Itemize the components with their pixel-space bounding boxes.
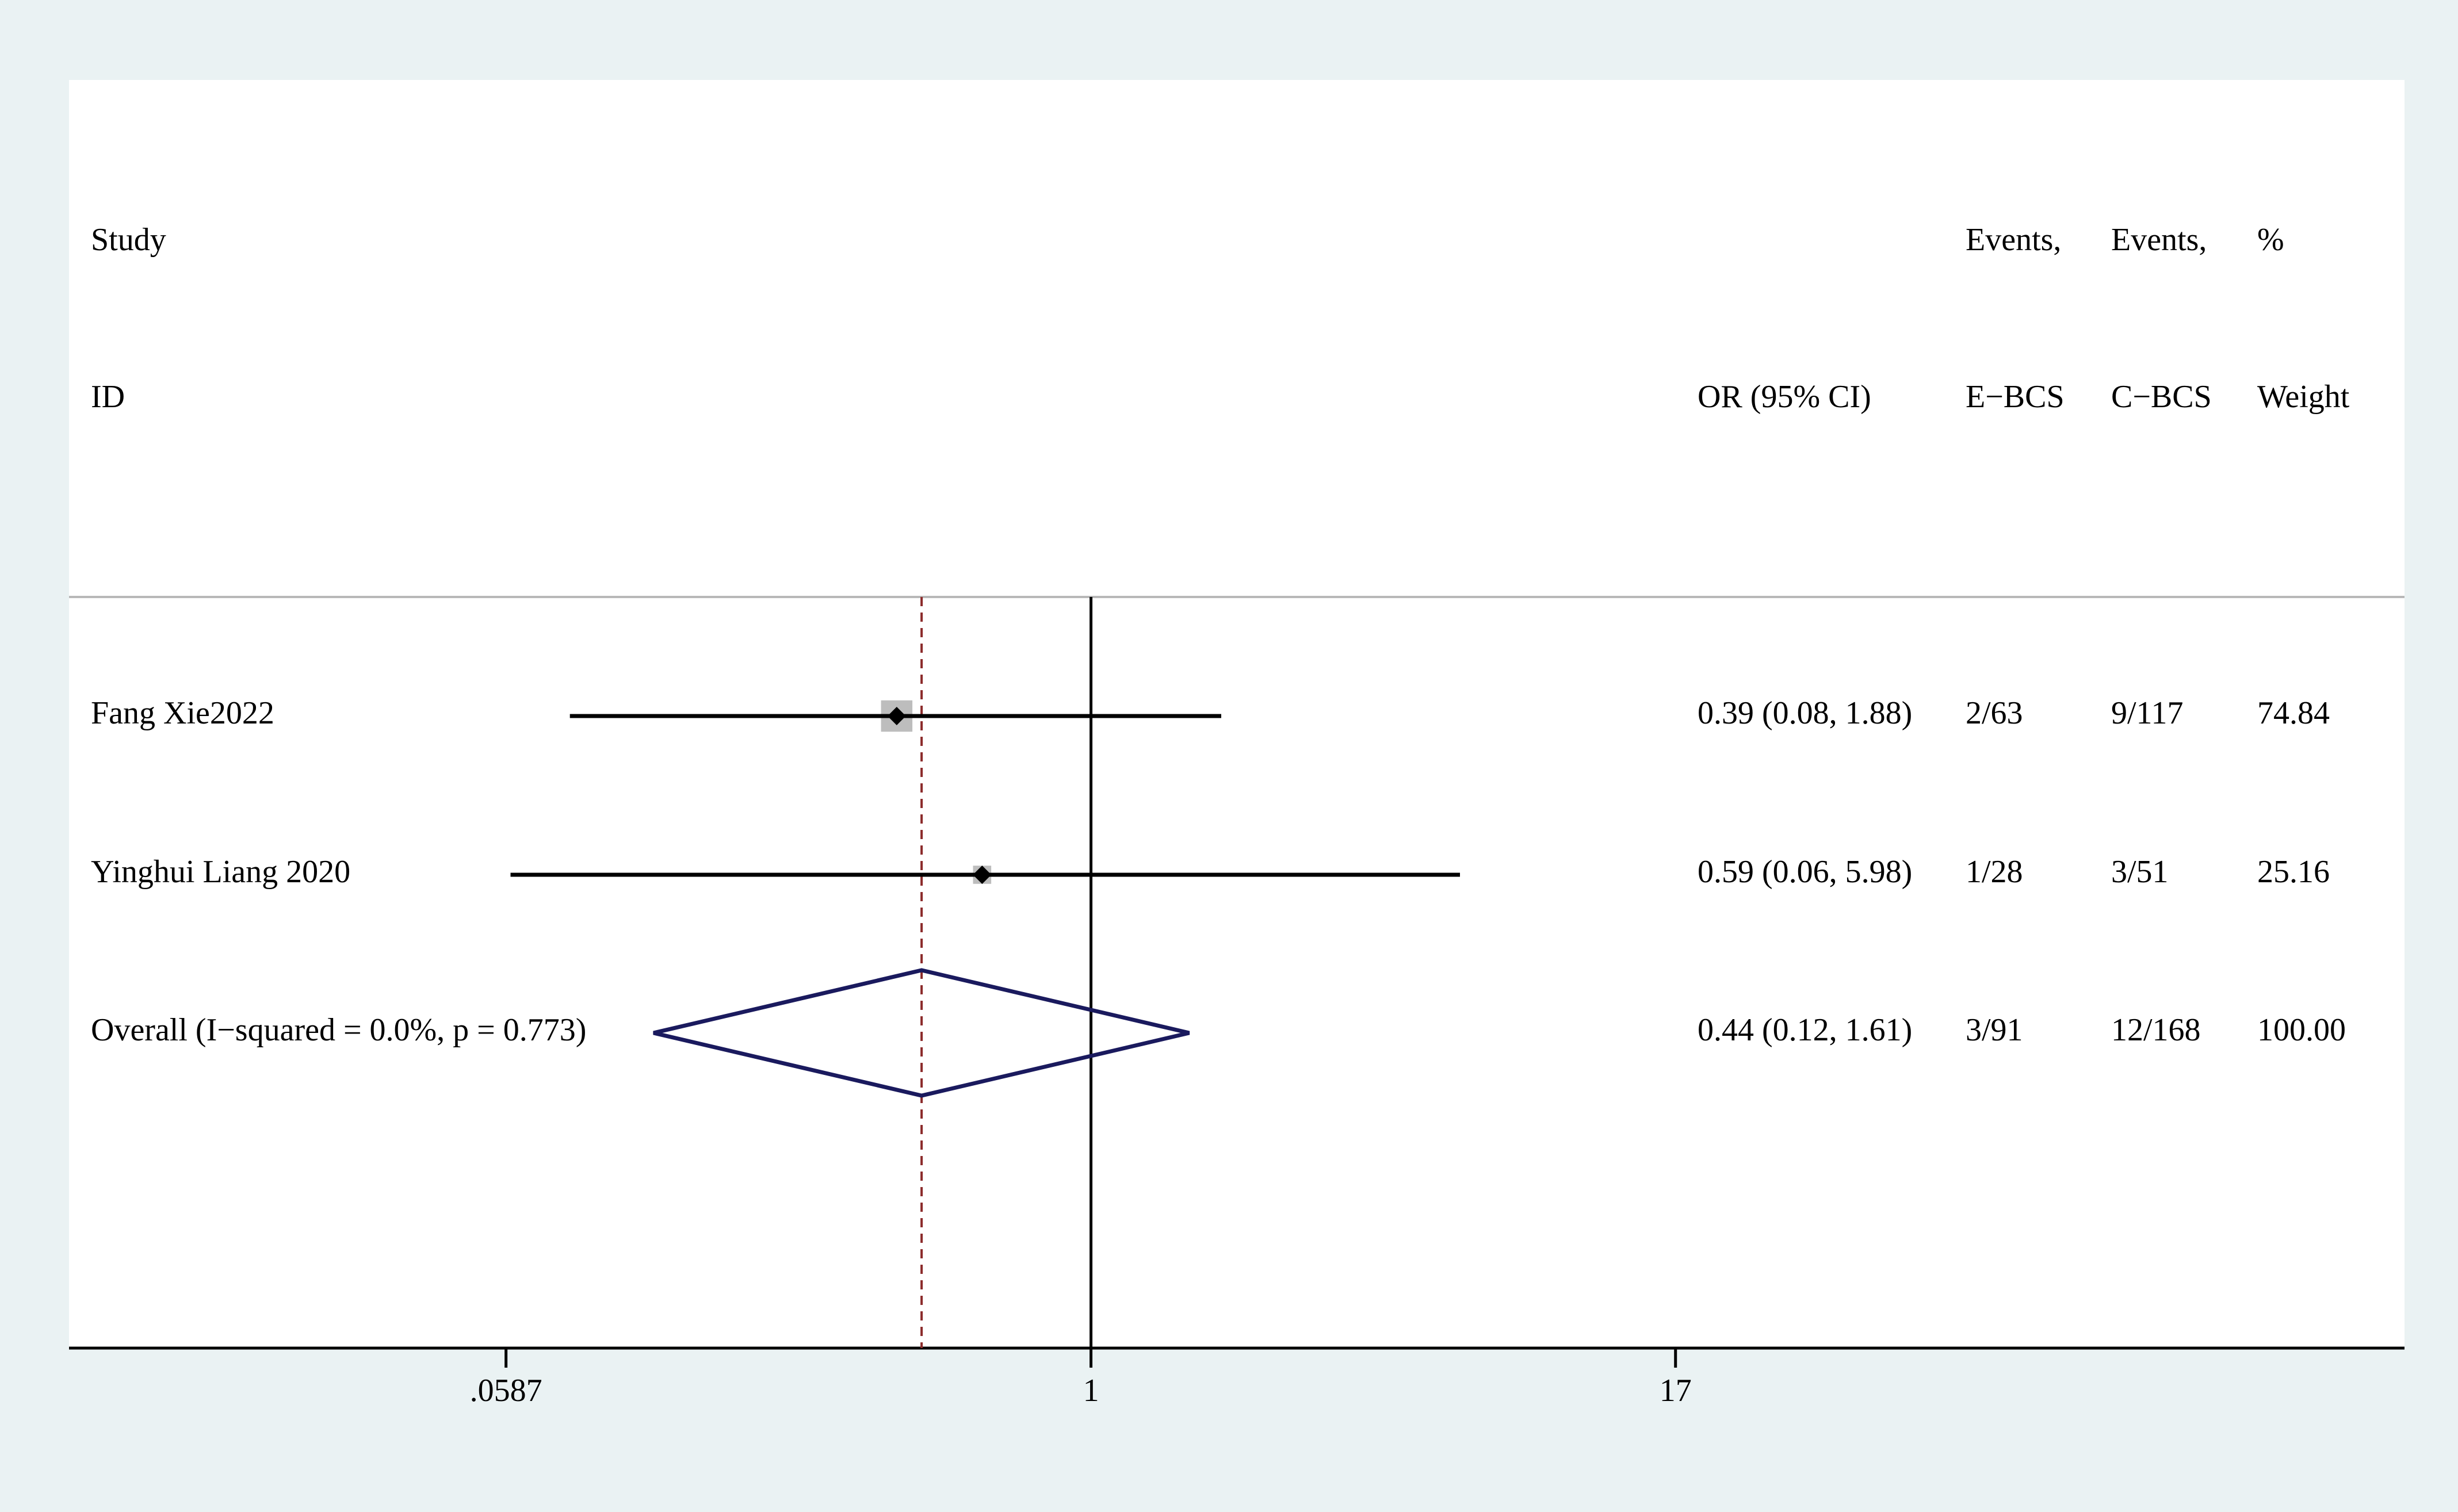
events-c: 3/51 <box>2111 854 2169 890</box>
column-header: Weight <box>2257 379 2350 415</box>
study-label: Fang Xie2022 <box>91 695 274 731</box>
column-header: Events, <box>1966 222 2061 258</box>
weight-label: 100.00 <box>2257 1012 2346 1048</box>
column-header: Events, <box>2111 222 2207 258</box>
events-c: 9/117 <box>2111 695 2183 731</box>
events-e: 2/63 <box>1966 695 2023 731</box>
column-header: OR (95% CI) <box>1698 379 1871 415</box>
events-e: 3/91 <box>1966 1012 2023 1048</box>
events-e: 1/28 <box>1966 854 2023 890</box>
point-estimate <box>887 707 906 725</box>
weight-label: 74.84 <box>2257 695 2330 731</box>
column-header: C−BCS <box>2111 379 2212 415</box>
study-label: Yinghui Liang 2020 <box>91 854 350 890</box>
overall-diamond <box>653 968 1190 1098</box>
point-estimate <box>973 866 992 884</box>
events-c: 12/168 <box>2111 1012 2201 1048</box>
x-tick-label: .0587 <box>470 1373 542 1408</box>
x-tick-label: 17 <box>1660 1373 1692 1408</box>
estimate-label: 0.39 (0.08, 1.88) <box>1698 695 1912 731</box>
estimate-label: 0.59 (0.06, 5.98) <box>1698 854 1912 890</box>
column-header: Study <box>91 222 166 258</box>
weight-label: 25.16 <box>2257 854 2330 890</box>
plot-panel <box>69 80 2405 1348</box>
study-label: Overall (I−squared = 0.0%, p = 0.773) <box>91 1012 586 1048</box>
column-header: % <box>2257 222 2284 258</box>
column-header: ID <box>91 379 125 415</box>
column-header: E−BCS <box>1966 379 2065 415</box>
estimate-label: 0.44 (0.12, 1.61) <box>1698 1012 1912 1048</box>
x-tick-label: 1 <box>1083 1373 1099 1408</box>
